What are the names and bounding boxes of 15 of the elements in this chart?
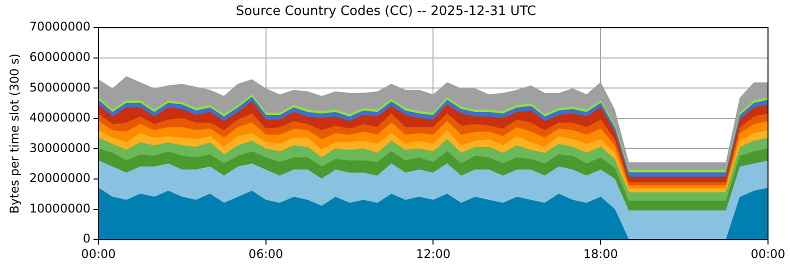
y-tick-label: 0 bbox=[82, 232, 90, 246]
y-tick-label: 10000000 bbox=[29, 201, 90, 216]
chart-title: Source Country Codes (CC) -- 2025-12-31 UTC bbox=[236, 4, 536, 20]
x-tick-label: 18:00 bbox=[583, 246, 618, 261]
x-tick-label: 00:00 bbox=[750, 246, 786, 261]
x-tick-label: 00:00 bbox=[81, 246, 116, 261]
y-tick-label: 70000000 bbox=[29, 20, 90, 34]
y-axis-title: Bytes per time slot (300 s) bbox=[7, 54, 22, 214]
y-tick-label: 60000000 bbox=[29, 50, 90, 64]
y-tick-label: 20000000 bbox=[29, 171, 90, 186]
y-tick-label: 30000000 bbox=[29, 140, 90, 155]
x-tick-label: 12:00 bbox=[416, 246, 451, 261]
y-tick-label: 50000000 bbox=[29, 80, 90, 94]
y-tick-label: 40000000 bbox=[29, 110, 90, 125]
x-tick-label: 06:00 bbox=[248, 246, 284, 261]
